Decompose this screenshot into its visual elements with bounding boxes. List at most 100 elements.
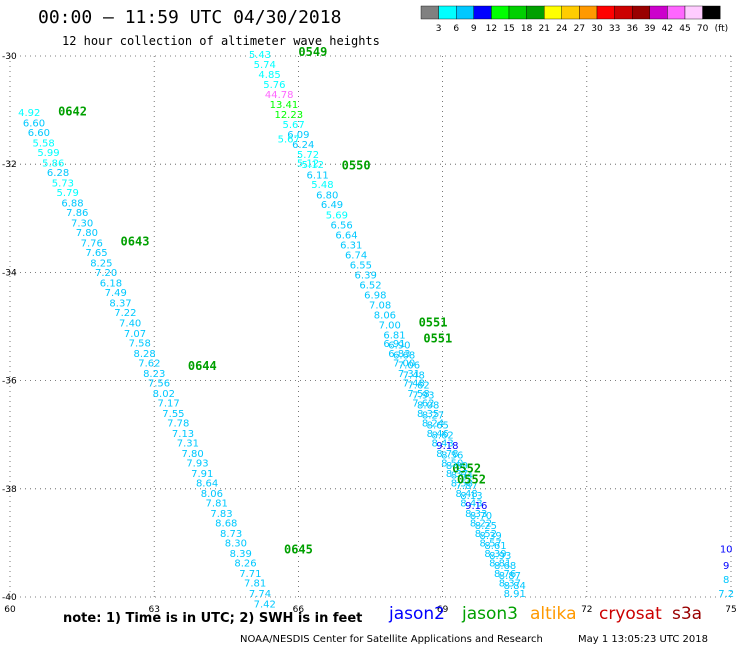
wave-height-point: 8.78: [436, 449, 458, 460]
wave-height-point: 5.99: [37, 148, 59, 159]
wave-height-point: 7.71: [239, 569, 261, 580]
wave-height-point: 8.22: [470, 519, 492, 530]
wave-height-point: 6.98: [364, 290, 386, 301]
wave-height-point: 8.43: [431, 439, 453, 450]
colorbar-label: 30: [591, 24, 603, 34]
wave-height-point: 5.58: [33, 138, 55, 149]
wave-height-point: 7.81: [206, 499, 228, 510]
wave-height-point: 8.13: [460, 491, 482, 502]
wave-height-point: 8.89: [446, 461, 468, 472]
track-time-label: 0643: [121, 234, 150, 248]
wave-height-point: 8.08: [417, 401, 439, 412]
track-time-label: 0549: [298, 45, 327, 59]
wave-height-point: 6.28: [47, 168, 69, 179]
wave-height-point: 7.87: [456, 481, 478, 492]
wave-height-point: 6.55: [350, 261, 372, 272]
wave-height-point: 7.31: [398, 369, 420, 380]
wave-height-point: 6.91: [383, 339, 405, 350]
wave-height-point: 7.00: [379, 321, 401, 332]
wave-height-point: 5.79: [57, 188, 79, 199]
wave-height-point: 6.49: [321, 200, 343, 211]
wave-height-point: 7.93: [186, 459, 208, 470]
wave-height-point: 8.76: [494, 569, 516, 580]
wave-height-point: 6.88: [61, 198, 83, 209]
wave-height-point: 8.56: [441, 451, 463, 462]
wave-height-point: 8.68: [215, 519, 237, 530]
track-time-label: 0645: [284, 543, 313, 557]
wave-height-point: 8.48: [456, 489, 478, 500]
wave-height-point: 8.84: [504, 581, 526, 592]
x-tick-label: 60: [4, 605, 16, 615]
y-tick-label: -36: [2, 377, 17, 387]
colorbar-label: 21: [538, 24, 549, 34]
wave-height-point: 7.80: [76, 228, 98, 239]
wave-height-point: 8.25: [475, 521, 497, 532]
wave-height-point: 8.39: [484, 549, 506, 560]
wave-height-point: 8.52: [475, 529, 497, 540]
wave-height-point: 7.06: [398, 361, 420, 372]
colorbar-label: 24: [556, 24, 568, 34]
x-tick-label: 69: [437, 605, 449, 615]
wave-height-point: 8.35: [417, 409, 439, 420]
wave-height-point: 6.83: [388, 349, 410, 360]
x-tick-label: 75: [725, 605, 736, 615]
wave-height-point: 7.83: [210, 509, 232, 520]
page-title: 00:00 — 11:59 UTC 04/30/2018: [38, 7, 342, 28]
wave-height-point: 5.67: [282, 120, 304, 131]
wave-height-point: 8.06: [374, 310, 396, 321]
colorbar-label: 9: [471, 24, 477, 34]
colorbar-label: 6: [453, 24, 459, 34]
wave-height-point: 8.68: [494, 561, 516, 572]
wave-height-point: 7.62: [138, 359, 160, 370]
wave-height-point: 8.30: [225, 539, 247, 550]
wave-height-point: 9.16: [465, 501, 487, 512]
wave-height-point: 8.73: [220, 529, 242, 540]
wave-height-point: 8.50: [441, 459, 463, 470]
wave-height-point: 7.91: [191, 469, 213, 480]
wave-height-point: 4.92: [18, 108, 40, 119]
colorbar-swatch: [702, 5, 721, 20]
wave-height-point: 8.64: [451, 471, 473, 482]
wave-height-point: 5.72: [297, 150, 319, 161]
wave-height-point: 6.24: [292, 140, 314, 151]
y-tick-label: -32: [2, 160, 17, 170]
wave-height-point: 6.64: [335, 230, 357, 241]
colorbar-label: 15: [503, 24, 514, 34]
wave-height-point: 6.52: [359, 281, 381, 292]
track-time-label: 0644: [188, 359, 217, 373]
colorbar-label: 27: [574, 24, 585, 34]
wave-height-point: 7.08: [369, 301, 391, 312]
wave-height-point: 8.61: [484, 541, 506, 552]
colorbar-label: 42: [662, 24, 673, 34]
wave-height-point: 6.31: [340, 241, 362, 252]
wave-height-point: 6.81: [383, 330, 405, 341]
wave-height-point: 8.28: [133, 349, 155, 360]
wave-height-point: 9.18: [436, 441, 458, 452]
wave-height-point: 5.12: [302, 160, 324, 171]
wave-height-point: 8.87: [499, 571, 521, 582]
wave-height-point: 7.86: [66, 208, 88, 219]
wave-height-point: 6.80: [316, 190, 338, 201]
wave-height-point: 8.91: [504, 589, 526, 600]
y-tick-label: -30: [2, 52, 17, 62]
wave-height-point: 12.23: [274, 110, 303, 121]
wave-height-point: 7.74: [249, 589, 271, 600]
wave-height-point: 7.78: [167, 419, 189, 430]
wave-height-point: 8.06: [201, 489, 223, 500]
wave-height-point: 7.17: [157, 399, 179, 410]
footer-credit: NOAA/NESDIS Center for Satellite Applica…: [240, 634, 543, 645]
wave-height-point: 8.58: [451, 479, 473, 490]
legend-cryosat: cryosat: [599, 604, 662, 624]
wave-height-point: 6.60: [23, 118, 45, 129]
wave-height-point: 10: [720, 545, 733, 556]
wave-height-point: 6.68: [393, 350, 415, 361]
wave-height-point: 8: [723, 575, 729, 586]
track-time-label: 0552: [457, 472, 486, 486]
legend-jason2: jason2: [389, 604, 445, 624]
y-tick-label: -40: [2, 593, 17, 603]
wave-height-point: 8.37: [499, 579, 521, 590]
wave-height-point: 7.62: [412, 399, 434, 410]
wave-height-point: 7.58: [407, 389, 429, 400]
wave-height-point: 5.12: [297, 158, 319, 169]
